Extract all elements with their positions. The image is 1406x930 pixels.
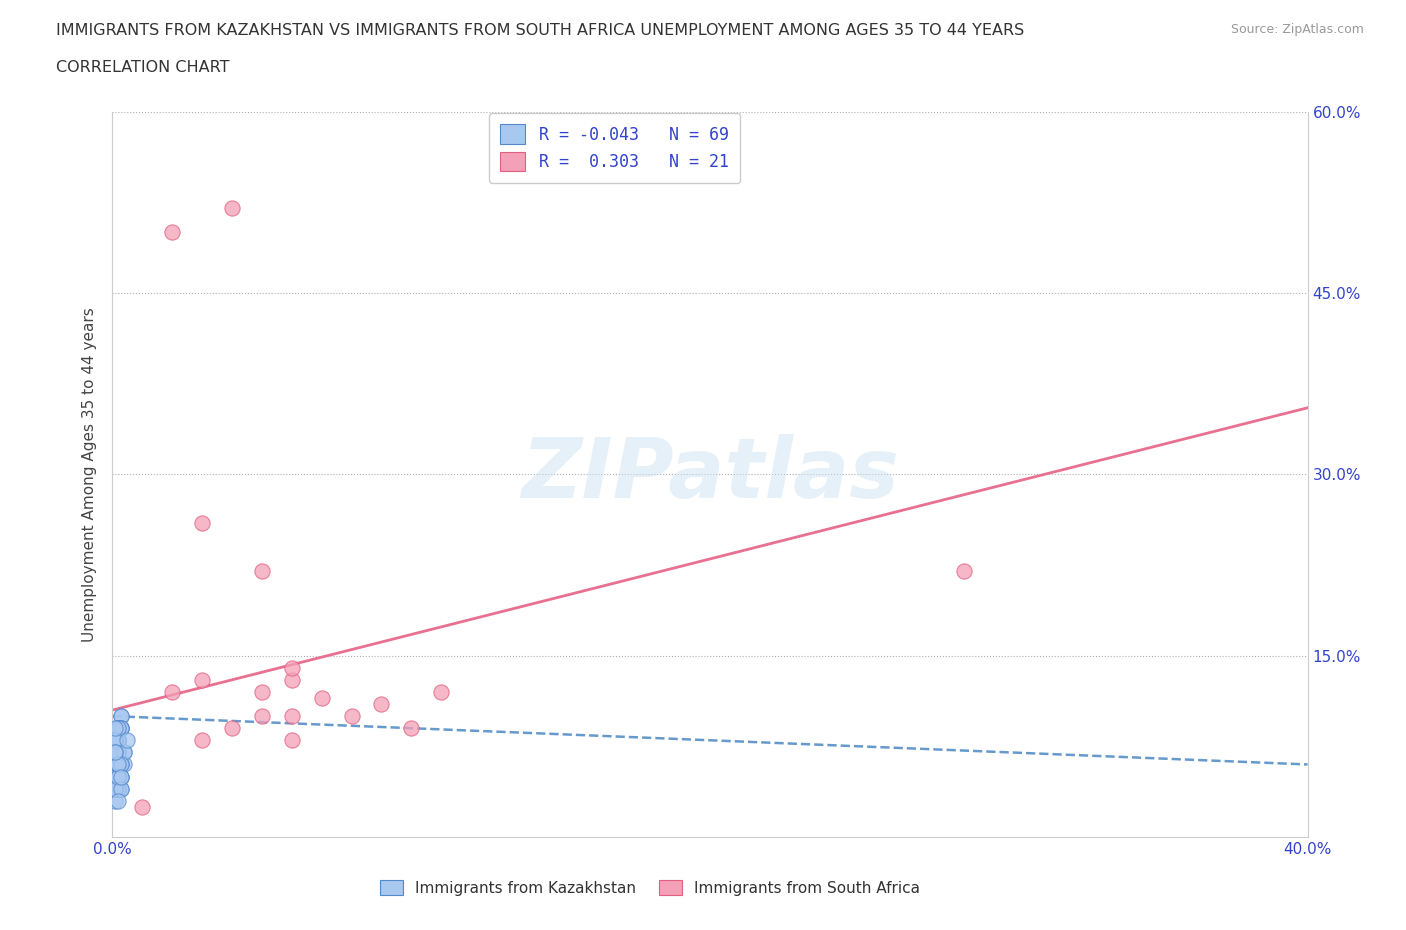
Point	[110, 757, 132, 772]
Point	[107, 721, 129, 736]
Point	[107, 721, 129, 736]
Point	[311, 690, 333, 706]
Point	[281, 733, 304, 748]
Point	[430, 684, 453, 699]
Text: IMMIGRANTS FROM KAZAKHSTAN VS IMMIGRANTS FROM SOUTH AFRICA UNEMPLOYMENT AMONG AG: IMMIGRANTS FROM KAZAKHSTAN VS IMMIGRANTS…	[56, 23, 1025, 38]
Text: Source: ZipAtlas.com: Source: ZipAtlas.com	[1230, 23, 1364, 36]
Point	[104, 781, 127, 796]
Point	[162, 684, 183, 699]
Point	[401, 721, 423, 736]
Point	[104, 769, 127, 784]
Point	[110, 709, 132, 724]
Point	[114, 745, 135, 760]
Text: CORRELATION CHART: CORRELATION CHART	[56, 60, 229, 75]
Point	[107, 733, 129, 748]
Legend: Immigrants from Kazakhstan, Immigrants from South Africa: Immigrants from Kazakhstan, Immigrants f…	[374, 873, 927, 902]
Point	[110, 757, 132, 772]
Point	[250, 684, 273, 699]
Point	[114, 745, 135, 760]
Point	[104, 745, 127, 760]
Point	[104, 745, 127, 760]
Point	[110, 781, 132, 796]
Point	[110, 721, 132, 736]
Point	[104, 781, 127, 796]
Point	[107, 769, 129, 784]
Point	[107, 733, 129, 748]
Point	[104, 733, 127, 748]
Point	[107, 781, 129, 796]
Point	[110, 769, 132, 784]
Point	[104, 757, 127, 772]
Point	[110, 769, 132, 784]
Point	[104, 757, 127, 772]
Point	[104, 781, 127, 796]
Point	[221, 721, 243, 736]
Point	[250, 709, 273, 724]
Point	[191, 515, 214, 530]
Point	[107, 757, 129, 772]
Point	[104, 745, 127, 760]
Point	[953, 564, 976, 578]
Point	[110, 721, 132, 736]
Point	[110, 769, 132, 784]
Point	[110, 721, 132, 736]
Point	[104, 769, 127, 784]
Text: ZIPatlas: ZIPatlas	[522, 433, 898, 515]
Point	[281, 672, 304, 687]
Point	[107, 745, 129, 760]
Point	[281, 709, 304, 724]
Point	[117, 733, 139, 748]
Point	[104, 757, 127, 772]
Point	[107, 745, 129, 760]
Point	[107, 757, 129, 772]
Point	[107, 733, 129, 748]
Point	[107, 769, 129, 784]
Point	[104, 781, 127, 796]
Point	[191, 672, 214, 687]
Point	[107, 733, 129, 748]
Point	[104, 769, 127, 784]
Point	[107, 733, 129, 748]
Point	[104, 745, 127, 760]
Point	[131, 800, 153, 815]
Y-axis label: Unemployment Among Ages 35 to 44 years: Unemployment Among Ages 35 to 44 years	[82, 307, 97, 642]
Point	[107, 733, 129, 748]
Point	[110, 757, 132, 772]
Point	[104, 745, 127, 760]
Point	[107, 757, 129, 772]
Point	[107, 721, 129, 736]
Point	[107, 793, 129, 808]
Point	[104, 757, 127, 772]
Point	[110, 721, 132, 736]
Point	[107, 781, 129, 796]
Point	[104, 733, 127, 748]
Point	[104, 745, 127, 760]
Point	[107, 721, 129, 736]
Point	[370, 697, 392, 711]
Point	[104, 733, 127, 748]
Point	[281, 660, 304, 675]
Point	[250, 564, 273, 578]
Point	[107, 733, 129, 748]
Point	[104, 781, 127, 796]
Point	[110, 709, 132, 724]
Point	[107, 745, 129, 760]
Point	[114, 757, 135, 772]
Point	[162, 225, 183, 240]
Point	[104, 793, 127, 808]
Point	[107, 769, 129, 784]
Point	[104, 757, 127, 772]
Point	[107, 769, 129, 784]
Point	[221, 201, 243, 216]
Point	[107, 721, 129, 736]
Point	[191, 733, 214, 748]
Point	[104, 781, 127, 796]
Point	[104, 769, 127, 784]
Point	[340, 709, 363, 724]
Point	[104, 721, 127, 736]
Point	[110, 781, 132, 796]
